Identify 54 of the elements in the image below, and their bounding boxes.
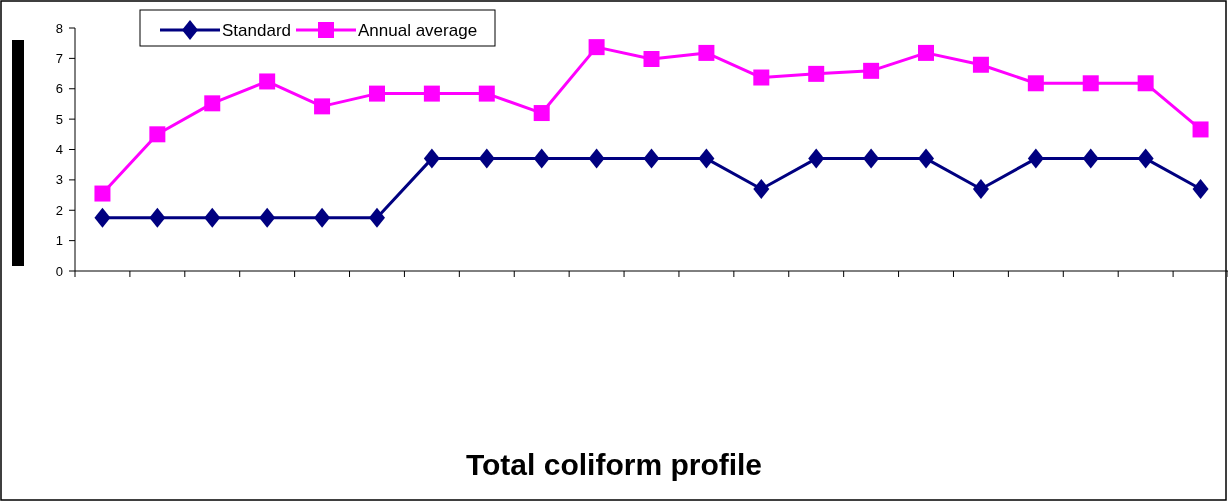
text: Total coliform profile (465, 448, 763, 481)
point (863, 62, 880, 79)
point (533, 105, 550, 122)
point (204, 95, 221, 112)
point (972, 56, 989, 73)
point (1137, 75, 1154, 92)
point (698, 44, 715, 61)
point (204, 207, 221, 228)
y-tick-label: 7 (55, 50, 63, 66)
point (423, 148, 440, 169)
point (149, 126, 166, 143)
y-tick-label: 2 (55, 202, 63, 218)
point (1082, 75, 1099, 92)
legend-label: Annual average (358, 20, 478, 40)
point (808, 65, 825, 82)
y-tick-label: 0 (55, 263, 63, 279)
point (753, 178, 770, 199)
point (1027, 148, 1044, 169)
y-tick-label: 8 (55, 20, 63, 36)
point (808, 148, 825, 169)
y-tick-label: 5 (55, 111, 63, 127)
point (314, 98, 331, 115)
point (478, 148, 495, 169)
point (94, 207, 111, 228)
point (643, 50, 660, 67)
point (259, 207, 276, 228)
point (753, 69, 770, 86)
point (368, 85, 385, 102)
point (478, 85, 495, 102)
point (94, 185, 111, 202)
point (1027, 75, 1044, 92)
point (1192, 121, 1209, 138)
point (314, 207, 331, 228)
point (918, 148, 935, 169)
point (1082, 148, 1099, 169)
point (1137, 148, 1154, 169)
point (588, 39, 605, 56)
point (149, 207, 166, 228)
legend-label: Standard (222, 20, 291, 40)
point (423, 85, 440, 102)
point (698, 148, 715, 169)
point (643, 148, 660, 169)
y-tick-label: 1 (55, 233, 63, 249)
point (368, 207, 385, 228)
point (588, 148, 605, 169)
y-tick-label: 4 (55, 142, 63, 158)
point (972, 178, 989, 199)
point (533, 148, 550, 169)
y-tick-label: 6 (55, 81, 63, 97)
point (863, 148, 880, 169)
point (918, 44, 935, 61)
point (259, 73, 276, 90)
point (1192, 178, 1209, 199)
y-tick-label: 3 (55, 172, 63, 188)
